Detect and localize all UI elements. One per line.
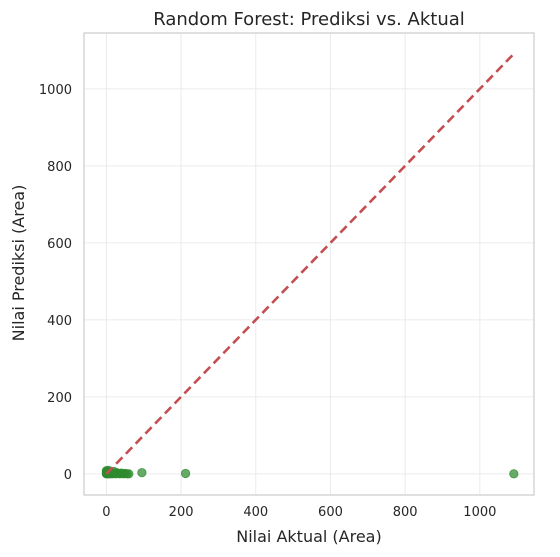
x-tick-label: 400 xyxy=(243,505,268,520)
y-tick-label: 600 xyxy=(47,237,72,252)
scatter-point xyxy=(137,468,147,478)
x-tick-label: 200 xyxy=(169,505,194,520)
y-axis-label: Nilai Prediksi (Area) xyxy=(9,185,28,342)
x-tick-label: 600 xyxy=(318,505,343,520)
data-points xyxy=(101,465,519,479)
scatter-point xyxy=(509,469,519,479)
x-tick-label: 0 xyxy=(102,505,110,520)
y-tick-label: 400 xyxy=(47,314,72,329)
y-tick-labels: 0 200 400 600 800 1000 xyxy=(39,83,72,483)
x-axis-label: Nilai Aktual (Area) xyxy=(236,527,381,546)
grid xyxy=(84,33,534,495)
y-tick-label: 200 xyxy=(47,391,72,406)
x-tick-label: 800 xyxy=(393,505,418,520)
scatter-point xyxy=(124,469,134,479)
x-tick-labels: 0 200 400 600 800 1000 xyxy=(102,505,496,520)
x-tick-label: 1000 xyxy=(463,505,496,520)
chart-title: Random Forest: Prediksi vs. Aktual xyxy=(153,9,465,30)
y-tick-label: 800 xyxy=(47,160,72,175)
y-tick-label: 1000 xyxy=(39,83,72,98)
plot-frame xyxy=(83,32,535,496)
y-tick-label: 0 xyxy=(64,468,72,483)
scatter-point xyxy=(180,468,191,479)
